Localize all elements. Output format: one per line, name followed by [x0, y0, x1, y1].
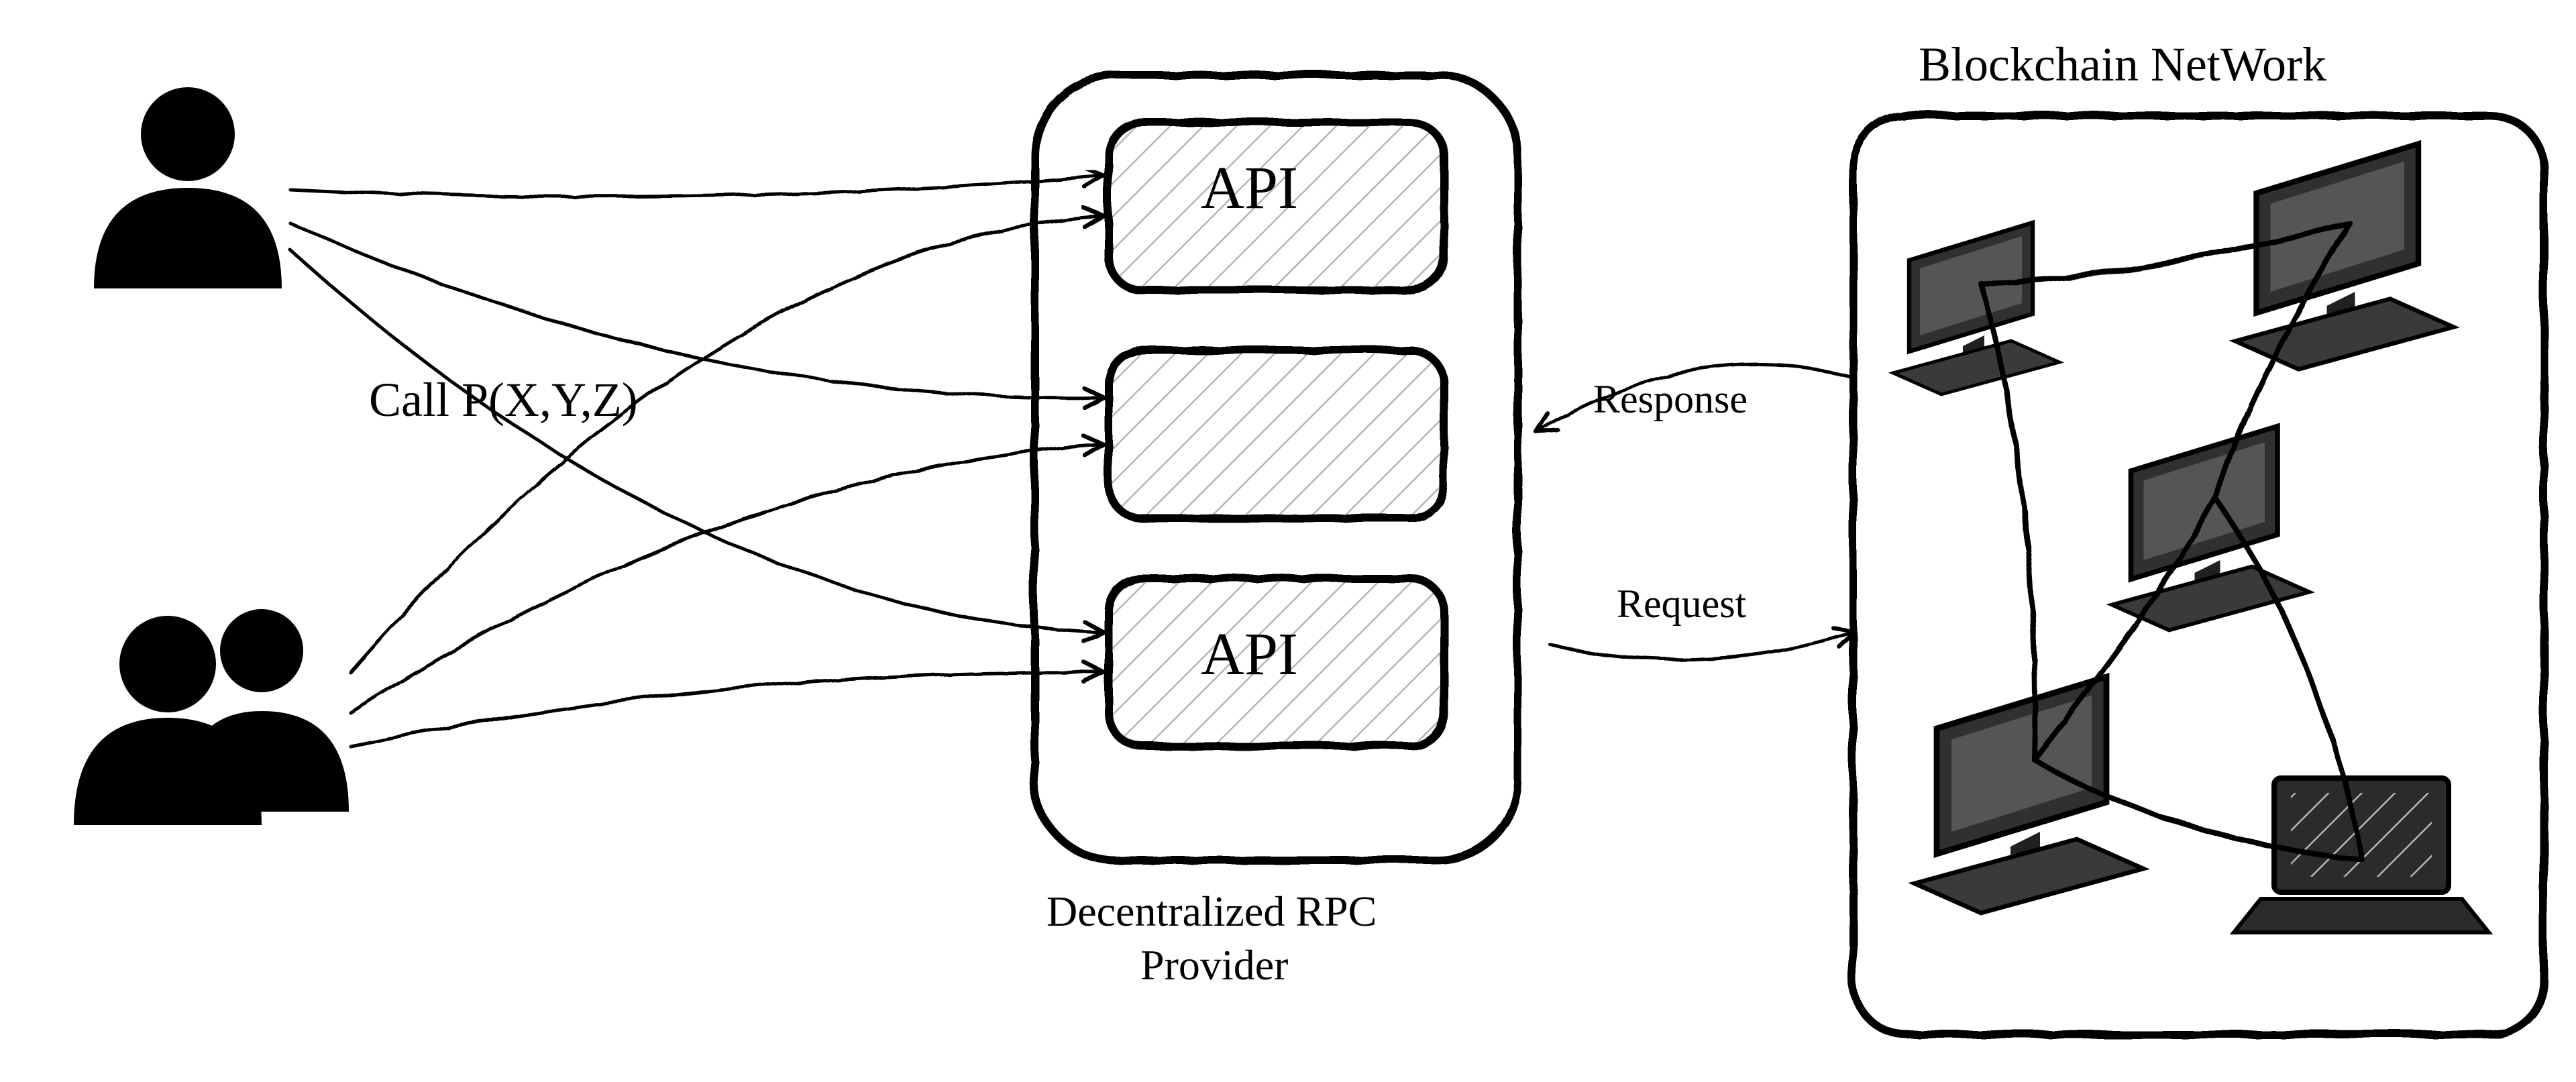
label-rpc_l2: Provider: [1140, 941, 1288, 989]
user-to-api-arrow-1: [288, 221, 1100, 396]
label-api_top: API: [1201, 155, 1298, 221]
label-rpc_l1: Decentralized RPC: [1046, 887, 1377, 935]
request-arrow: [1550, 631, 1851, 658]
user-pair-icon: [74, 609, 349, 825]
user-to-api-arrow-3: [349, 215, 1100, 671]
user-to-api-arrow-2: [288, 248, 1100, 631]
user-to-api-arrow-5: [349, 671, 1100, 745]
user-single-icon: [94, 87, 282, 288]
api-box-1: [1107, 349, 1442, 517]
label-response: Response: [1593, 377, 1748, 421]
label-call: Call P(X,Y,Z): [369, 373, 638, 427]
computer-pc3-icon: [2112, 427, 2310, 631]
label-request: Request: [1617, 582, 1747, 626]
user-to-api-arrow-0: [288, 174, 1100, 195]
computer-pc2-icon: [2235, 144, 2454, 370]
computer-pc1-icon: [1893, 223, 2059, 394]
label-api_bot: API: [1201, 621, 1298, 688]
label-network: Blockchain NetWork: [1919, 38, 2326, 91]
